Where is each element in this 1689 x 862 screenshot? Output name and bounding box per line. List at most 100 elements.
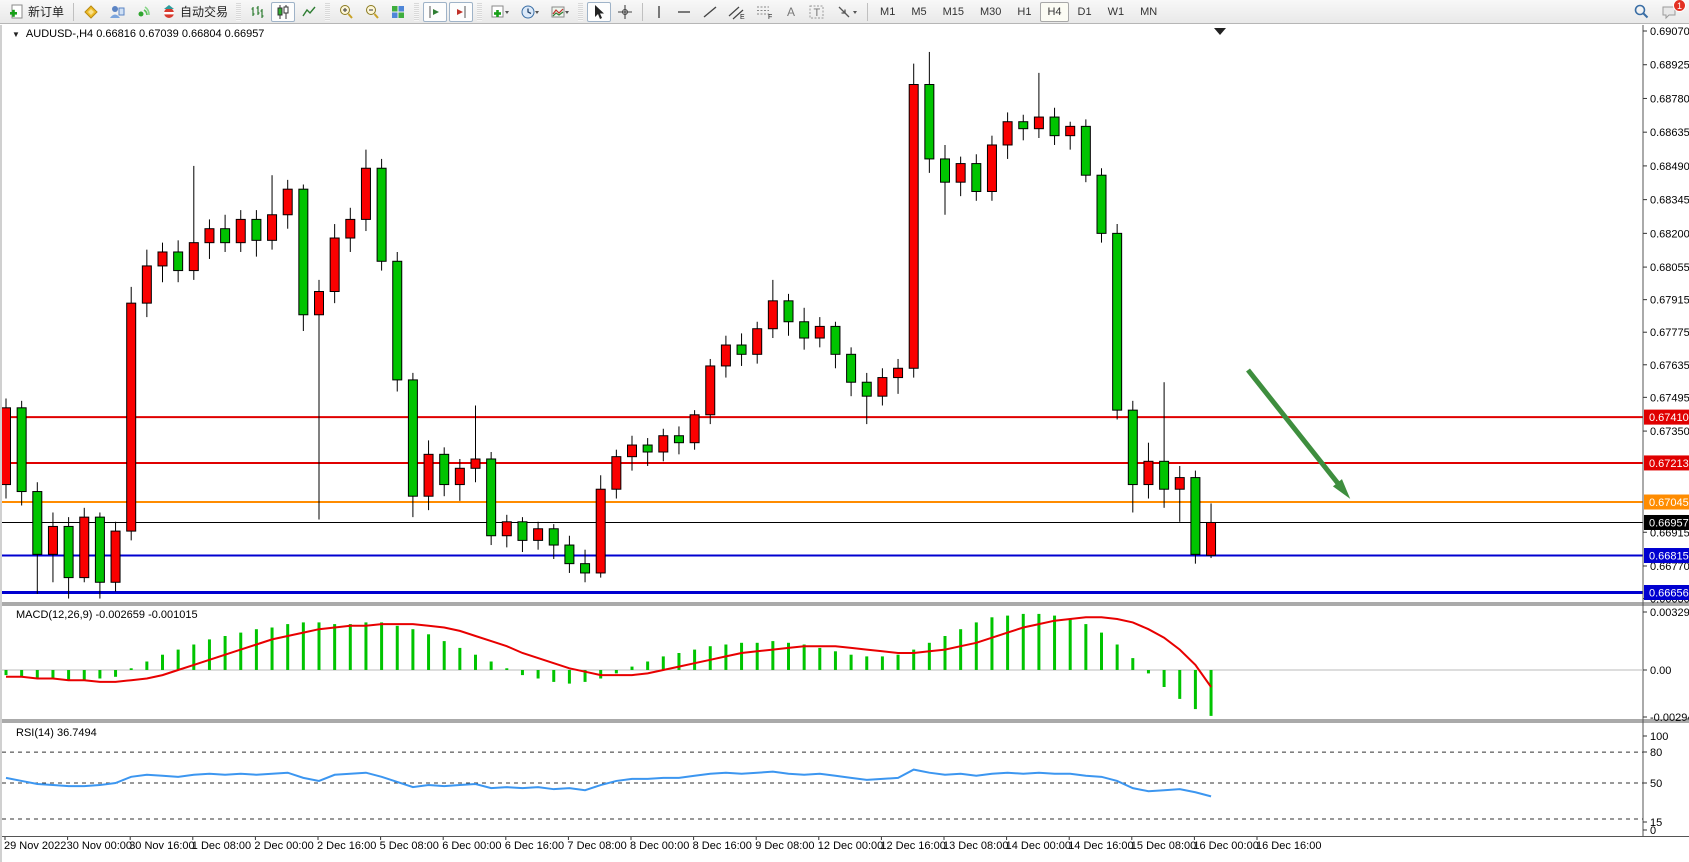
fibonacci-button[interactable]: F [752, 2, 778, 22]
crosshair-button[interactable] [613, 2, 637, 22]
channel-icon: E [728, 6, 745, 20]
line-chart-icon [302, 6, 316, 16]
candlestick-chart-button[interactable] [271, 1, 296, 22]
market-watch-button[interactable] [105, 2, 129, 22]
chart-shift-button[interactable] [423, 1, 448, 22]
price-tick-label: 0.68780 [1650, 93, 1689, 105]
signals-button[interactable] [131, 2, 155, 22]
auto-scroll-button[interactable] [449, 1, 474, 22]
template-button[interactable] [546, 2, 574, 22]
rsi-axis-label: 100 [1650, 731, 1668, 743]
price-badge-label: 0.66957 [1649, 517, 1689, 529]
candle [235, 218, 246, 244]
timeframe-mn-button[interactable]: MN [1140, 5, 1158, 18]
down-arrow-line[interactable] [1246, 368, 1346, 493]
add-indicator-button[interactable] [486, 2, 514, 22]
candle [580, 563, 591, 574]
chart-canvas[interactable]: 0.69070 0.68925 0.68780 0.68635 0.68490 0.683… [2, 25, 1689, 862]
timeframe-m5-button[interactable]: M5 [911, 5, 927, 18]
candle [924, 83, 935, 160]
candle [329, 237, 340, 293]
macd-indicator-label: MACD(12,26,9) -0.002659 -0.001015 [16, 609, 198, 621]
macd-axis-label: 0.003297 [1650, 607, 1689, 619]
price-badge [1644, 494, 1689, 510]
bar-chart-icon [251, 5, 264, 18]
candle [846, 353, 857, 383]
timeframe-m15-button[interactable]: M15 [942, 5, 964, 18]
price-axis: 0.69070 0.68925 0.68780 0.68635 0.68490 0.683… [1643, 26, 1689, 606]
candle [188, 242, 199, 272]
chart-title: ▼ AUDUSD-,H4 0.66816 0.67039 0.66804 0.6… [12, 28, 264, 40]
text-label-icon: T [809, 5, 824, 19]
candle [799, 321, 810, 339]
candle [157, 251, 168, 267]
rsi-line [5, 768, 1212, 798]
bar-chart-button[interactable] [245, 2, 269, 22]
candle [564, 544, 575, 565]
tile-windows-icon [392, 5, 405, 18]
crosshair-icon [618, 4, 633, 19]
timeframe-d1-button[interactable]: D1 [1077, 5, 1092, 18]
notification-badge: 1 [1673, 0, 1686, 12]
text-label-button[interactable]: T [804, 2, 830, 22]
rsi-axis-label: 15 [1650, 817, 1662, 829]
timeframe-w1-button[interactable]: W1 [1107, 5, 1125, 18]
candle [1143, 460, 1154, 486]
price-badge-label: 0.67045 [1649, 497, 1689, 509]
rsi-axis-label: 80 [1650, 747, 1662, 759]
candle [548, 528, 559, 546]
time-tick-label: 6 Dec 16:00 [505, 840, 564, 852]
new-order-button[interactable]: 新订单 [5, 2, 68, 22]
candle [940, 158, 950, 183]
macd-axis-label: 0.00 [1650, 665, 1671, 677]
timeframe-h4-button[interactable]: H4 [1040, 1, 1069, 22]
chevron-down-icon[interactable]: ▼ [12, 29, 20, 39]
candle [830, 325, 841, 355]
candle [627, 444, 637, 458]
zoom-out-button[interactable] [360, 2, 384, 22]
time-tick-label: 30 Nov 16:00 [129, 840, 194, 852]
time-tick-label: 14 Dec 16:00 [1068, 840, 1133, 852]
zoom-in-button[interactable] [334, 2, 358, 22]
candle [908, 83, 919, 369]
candle [173, 251, 184, 272]
timeframe-h1-button[interactable]: H1 [1017, 5, 1032, 18]
time-tick-label: 12 Dec 00:00 [818, 840, 883, 852]
candle [1159, 460, 1170, 490]
timeframe-m1-button[interactable]: M1 [880, 5, 896, 18]
period-clock-button[interactable] [516, 2, 544, 22]
search-button[interactable] [1628, 2, 1654, 22]
chart-shift-marker[interactable] [1214, 28, 1226, 35]
price-badge [1644, 514, 1689, 530]
tile-windows-button[interactable] [386, 2, 410, 22]
metaeditor-button[interactable] [79, 2, 103, 22]
candle [1080, 125, 1091, 176]
channel-button[interactable]: E [724, 2, 750, 22]
cursor-button[interactable] [587, 1, 612, 22]
text-button[interactable]: A [780, 2, 802, 22]
time-tick-label: 8 Dec 00:00 [630, 840, 689, 852]
candle [345, 218, 356, 239]
market-watch-icon [110, 5, 125, 18]
chart-window[interactable]: 0.69070 0.68925 0.68780 0.68635 0.68490 0.683… [0, 25, 1689, 862]
candle [1002, 121, 1013, 146]
candle [517, 521, 528, 541]
arrows-button[interactable] [832, 2, 862, 22]
vertical-line-button[interactable] [648, 2, 670, 22]
timeframe-m30-button[interactable]: M30 [980, 5, 1002, 18]
cursor-icon [595, 4, 605, 19]
price-tick-label: 0.67915 [1650, 295, 1689, 307]
notifications-button[interactable]: 1 [1656, 0, 1686, 22]
trendline-button[interactable] [698, 2, 722, 22]
zoom-in-icon [340, 4, 353, 19]
price-badge-label: 0.67213 [1649, 458, 1689, 470]
new-order-icon [10, 4, 23, 18]
candle [642, 444, 653, 453]
auto-trading-button[interactable]: 自动交易 [157, 2, 232, 22]
horizontal-line-button[interactable] [672, 2, 696, 22]
price-tick-label: 0.66770 [1650, 561, 1689, 573]
line-chart-button[interactable] [297, 2, 321, 22]
timeframe-bar: M1 M5 M15 M30 H1 H4 D1 W1 MN [872, 1, 1165, 22]
candle [501, 521, 512, 537]
candle [1018, 121, 1029, 130]
